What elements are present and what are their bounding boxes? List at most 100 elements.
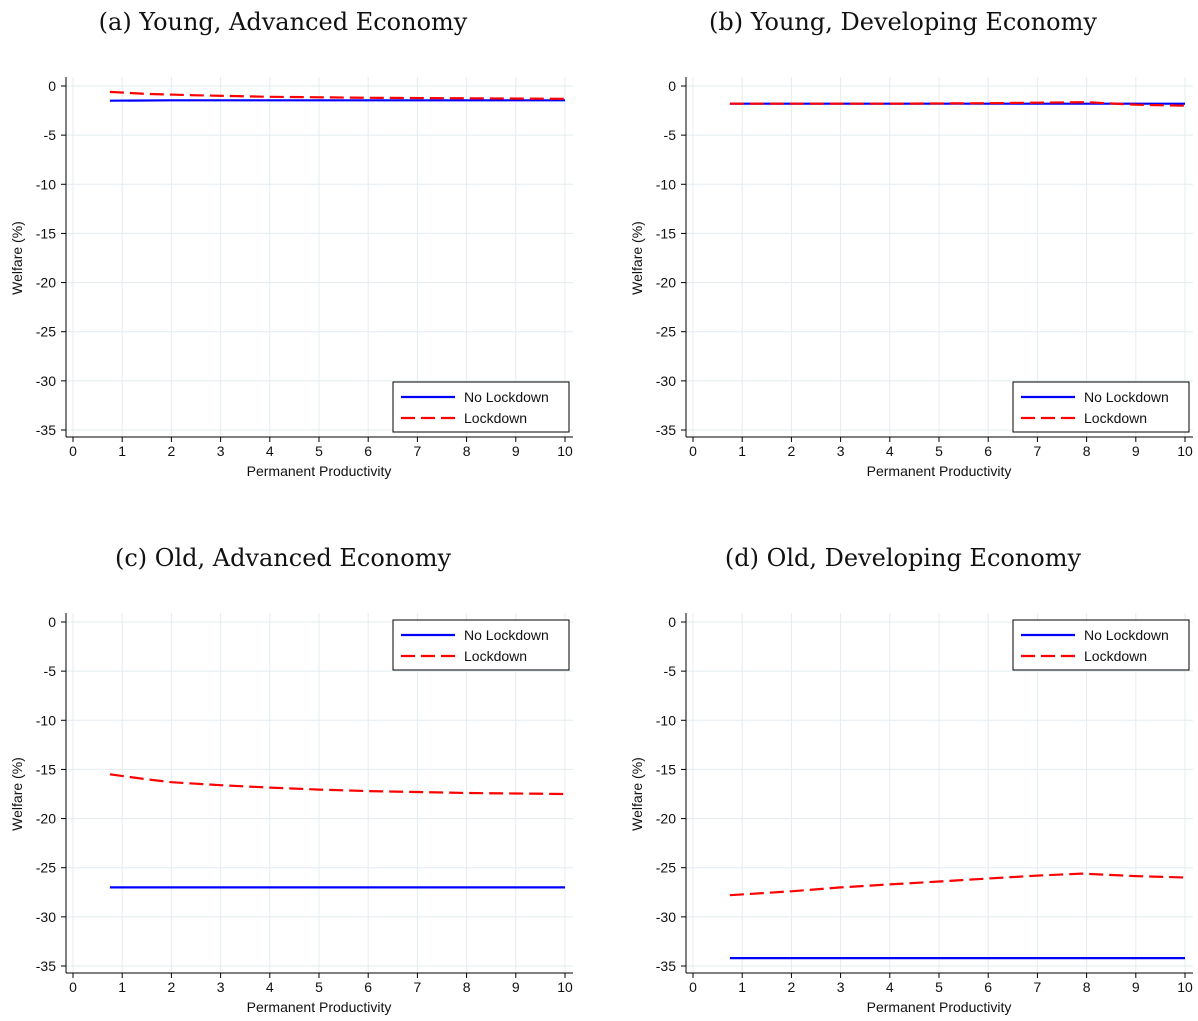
x-tick-label: 2 <box>168 979 176 995</box>
x-tick-label: 6 <box>984 443 992 459</box>
series-line-lockdown <box>109 90 566 100</box>
y-tick-label: 0 <box>48 78 56 94</box>
x-tick-label: 9 <box>1132 443 1140 459</box>
x-tick-label: 9 <box>1132 979 1140 995</box>
x-tick-label: 0 <box>689 443 697 459</box>
x-axis-label: Permanent Productivity <box>867 999 1012 1015</box>
y-tick-label: 0 <box>668 78 676 94</box>
x-tick-label: 7 <box>1034 979 1042 995</box>
x-tick-label: 0 <box>689 979 697 995</box>
x-tick-label: 6 <box>364 979 372 995</box>
x-tick-label: 0 <box>69 979 77 995</box>
y-tick-label: -35 <box>36 422 56 438</box>
x-tick-label: 8 <box>463 979 471 995</box>
y-tick-label: -20 <box>656 811 676 827</box>
y-tick-label: 0 <box>668 614 676 630</box>
chart-title: (c) Old, Advanced Economy <box>115 544 452 572</box>
y-tick-label: 0 <box>48 614 56 630</box>
x-tick-label: 2 <box>788 443 796 459</box>
legend: No Lockdown Lockdown <box>1012 381 1190 433</box>
y-tick-label: -30 <box>36 909 56 925</box>
y-tick-label: -25 <box>656 324 676 340</box>
x-tick-label: 6 <box>364 443 372 459</box>
y-tick-label: -10 <box>36 176 56 192</box>
x-tick-label: 4 <box>266 443 274 459</box>
legend-label: Lockdown <box>1084 410 1147 426</box>
x-tick-label: 8 <box>463 443 471 459</box>
x-tick-label: 2 <box>168 443 176 459</box>
x-tick-label: 5 <box>935 979 943 995</box>
x-tick-label: 3 <box>217 979 225 995</box>
y-tick-label: -25 <box>656 860 676 876</box>
series-line-lockdown <box>729 101 1186 107</box>
x-tick-label: 7 <box>414 979 422 995</box>
legend-label: Lockdown <box>464 648 527 664</box>
y-tick-label: -5 <box>664 127 677 143</box>
y-tick-label: -25 <box>36 324 56 340</box>
x-tick-label: 7 <box>414 443 422 459</box>
legend-box <box>1012 381 1190 433</box>
legend-box <box>392 619 570 671</box>
chart-panel-a: (a) Young, Advanced Economy 0 1 2 3 4 5 6 7 8 9 10 0… <box>9 8 573 479</box>
x-tick-label: 10 <box>557 979 573 995</box>
legend: No Lockdown Lockdown <box>392 619 570 671</box>
legend-label: No Lockdown <box>464 627 549 643</box>
y-tick-label: -35 <box>656 422 676 438</box>
chart-title: (a) Young, Advanced Economy <box>99 8 468 36</box>
series-line-lockdown <box>109 773 566 796</box>
y-tick-label: -20 <box>656 275 676 291</box>
legend-label: Lockdown <box>1084 648 1147 664</box>
x-tick-label: 5 <box>315 443 323 459</box>
y-tick-label: -25 <box>36 860 56 876</box>
x-tick-label: 6 <box>984 979 992 995</box>
x-tick-label: 3 <box>217 443 225 459</box>
chart-panel-c: (c) Old, Advanced Economy 0 1 2 3 4 5 6 7 8 9 10 0 -5… <box>9 544 573 1015</box>
x-tick-label: 1 <box>738 979 746 995</box>
legend-label: No Lockdown <box>1084 389 1169 405</box>
x-tick-label: 1 <box>118 979 126 995</box>
y-axis-label: Welfare (%) <box>9 221 25 295</box>
x-tick-label: 9 <box>512 979 520 995</box>
y-tick-label: -10 <box>656 176 676 192</box>
y-tick-label: -35 <box>36 958 56 974</box>
x-tick-label: 5 <box>315 979 323 995</box>
y-tick-label: -35 <box>656 958 676 974</box>
x-tick-label: 10 <box>1177 443 1193 459</box>
y-tick-label: -10 <box>36 712 56 728</box>
y-tick-label: -5 <box>44 663 57 679</box>
legend: No Lockdown Lockdown <box>1012 619 1190 671</box>
series-line-lockdown <box>729 872 1186 897</box>
x-tick-label: 2 <box>788 979 796 995</box>
y-axis-label: Welfare (%) <box>9 757 25 831</box>
chart-panel-d: (d) Old, Developing Economy 0 1 2 3 4 5 6 7 8 9 10 0… <box>629 544 1193 1015</box>
legend: No Lockdown Lockdown <box>392 381 570 433</box>
y-tick-label: -15 <box>36 761 56 777</box>
x-axis-label: Permanent Productivity <box>867 463 1012 479</box>
y-tick-label: -15 <box>656 225 676 241</box>
x-tick-label: 3 <box>837 443 845 459</box>
y-axis-label: Welfare (%) <box>629 221 645 295</box>
y-tick-label: -30 <box>36 373 56 389</box>
y-tick-label: -30 <box>656 373 676 389</box>
x-tick-label: 10 <box>1177 979 1193 995</box>
x-tick-label: 7 <box>1034 443 1042 459</box>
x-tick-label: 8 <box>1083 979 1091 995</box>
y-tick-label: -15 <box>656 761 676 777</box>
legend-box <box>1012 619 1190 671</box>
legend-box <box>392 381 570 433</box>
y-tick-label: -15 <box>36 225 56 241</box>
x-tick-label: 4 <box>266 979 274 995</box>
x-tick-label: 4 <box>886 979 894 995</box>
x-tick-label: 8 <box>1083 443 1091 459</box>
y-tick-label: -5 <box>44 127 57 143</box>
legend-label: Lockdown <box>464 410 527 426</box>
x-tick-label: 5 <box>935 443 943 459</box>
x-tick-label: 1 <box>738 443 746 459</box>
y-tick-label: -20 <box>36 275 56 291</box>
x-tick-label: 1 <box>118 443 126 459</box>
x-tick-label: 10 <box>557 443 573 459</box>
x-tick-label: 9 <box>512 443 520 459</box>
y-tick-label: -5 <box>664 663 677 679</box>
x-axis-label: Permanent Productivity <box>247 463 392 479</box>
